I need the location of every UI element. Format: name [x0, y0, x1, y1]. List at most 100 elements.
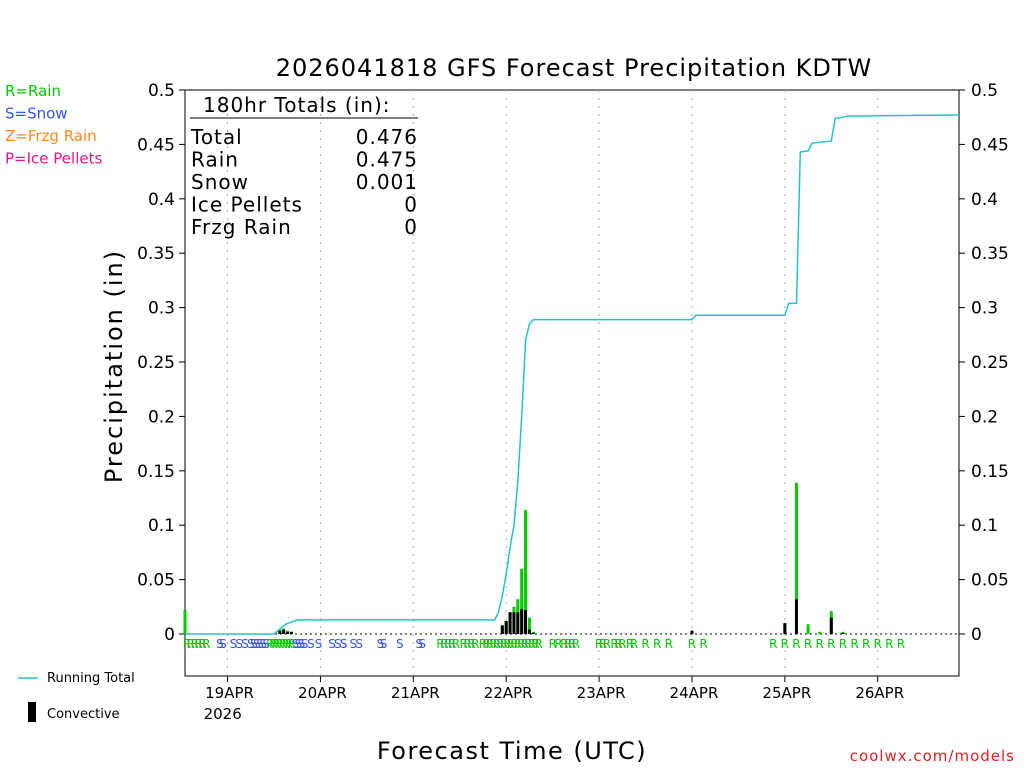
y-tick-label-left: 0 — [164, 625, 175, 645]
precip-type-marker: R — [699, 637, 707, 651]
y-tick-label-right: 0.5 — [971, 81, 998, 101]
precip-type-marker: R — [564, 637, 572, 651]
totals-row-name: Ice Pellets — [191, 193, 303, 217]
precip-type-marker: R — [548, 637, 556, 651]
precip-type-marker: R — [897, 637, 905, 651]
precip-type-marker: R — [614, 637, 622, 651]
precip-type-marker: R — [568, 637, 576, 651]
y-axis-left: 0 0.05 0.1 0.15 0.2 0.25 0.3 0.35 0.4 0.45 0.5 — [137, 81, 185, 645]
totals-row-name: Rain — [191, 148, 239, 172]
totals-row-value: 0.476 — [356, 125, 418, 149]
precip-type-marker: R — [285, 637, 293, 651]
precip-type-marker: R — [816, 637, 824, 651]
precip-type-marker: S — [315, 637, 323, 651]
precip-type-marker: S — [415, 637, 423, 651]
totals-row-value: 0.475 — [356, 148, 418, 172]
precip-type-marker: R — [781, 637, 789, 651]
precip-type-marker: R — [531, 637, 539, 651]
precip-type-marker: S — [230, 637, 238, 651]
plot-frame — [184, 89, 960, 677]
precip-type-marker: R — [653, 637, 661, 651]
x-axis: 19APR 2026 20APR 21APR 22APR 23APR 24APR 25APR 2… — [185, 633, 959, 723]
precip-type-marker: R — [804, 637, 812, 651]
precip-type-marker: R — [278, 637, 286, 651]
totals-row-value: 0 — [404, 215, 418, 239]
totals-row-name: Frzg Rain — [191, 215, 292, 239]
y-tick-label-right: 0 — [971, 625, 982, 645]
x-tick-sublabel: 2026 — [204, 705, 242, 723]
y-tick-label-right: 0.45 — [971, 135, 1009, 155]
convective-bar — [829, 617, 833, 634]
totals-header: 180hr Totals (in): — [203, 93, 391, 117]
convective-bar — [289, 631, 293, 634]
precip-type-marker: R — [493, 637, 501, 651]
precip-type-marker: S — [340, 637, 348, 651]
precip-type-marker: R — [266, 637, 274, 651]
precip-bar — [520, 568, 524, 634]
y-tick-label-left: 0.3 — [148, 299, 175, 319]
precip-type-marker: S — [216, 637, 224, 651]
convective-bar — [512, 612, 516, 634]
precip-type-marker: R — [444, 637, 452, 651]
precip-type-marker: S — [241, 637, 249, 651]
precip-type-marker: R — [510, 637, 518, 651]
precip-type-marker: S — [247, 637, 255, 651]
precip-type-marker: R — [463, 637, 471, 651]
precip-type-marker: R — [467, 637, 475, 651]
precip-type-marker: S — [328, 637, 336, 651]
precip-type-marker: R — [198, 637, 206, 651]
chart-title: 2026041818 GFS Forecast Precipitation KD… — [276, 54, 873, 82]
y-tick-label-right: 0.4 — [971, 190, 998, 210]
precip-type-marker: R — [440, 637, 448, 651]
precip-type-marker: R — [517, 637, 525, 651]
precip-type-legend-S: S=Snow — [5, 105, 68, 123]
precip-type-marker: R — [489, 637, 497, 651]
precip-type-legend-P: P=Ice Pellets — [5, 150, 102, 168]
precip-type-marker: R — [281, 637, 289, 651]
precip-type-marker: S — [334, 637, 342, 651]
running-total-legend-label: Running Total — [47, 671, 135, 686]
y-tick-label-left: 0.4 — [148, 190, 175, 210]
y-tick-label-left: 0.2 — [148, 407, 175, 427]
precip-type-marker: R — [269, 637, 277, 651]
precip-type-marker: R — [535, 637, 543, 651]
precip-type-marker: R — [618, 637, 626, 651]
precip-type-marker: R — [482, 637, 490, 651]
convective-bar — [286, 631, 290, 634]
precip-type-marker: R — [528, 637, 536, 651]
convective-legend-label: Convective — [47, 707, 120, 722]
precip-type-marker: R — [275, 637, 283, 651]
precip-type-marker: S — [355, 637, 363, 651]
precip-type-marker: R — [448, 637, 456, 651]
x-tick-label: 25APR — [762, 684, 811, 702]
precip-type-marker: S — [291, 637, 299, 651]
precip-type-marker: R — [603, 637, 611, 651]
precip-type-marker: R — [839, 637, 847, 651]
y-tick-label-left: 0.25 — [137, 353, 175, 373]
y-tick-label-right: 0.05 — [971, 571, 1009, 591]
y-tick-label-left: 0.15 — [137, 462, 175, 482]
precip-type-marker: R — [874, 637, 882, 651]
convective-bar — [504, 620, 508, 634]
precip-type-marker: S — [256, 637, 264, 651]
y-tick-label-left: 0.35 — [137, 244, 175, 264]
y-axis-label: Precipitation (in) — [100, 249, 128, 483]
x-tick-label: 23APR — [577, 684, 626, 702]
totals-row-value: 0 — [404, 193, 418, 217]
precip-bar — [183, 610, 187, 634]
y-tick-label-left: 0.1 — [148, 516, 175, 536]
precip-type-marker: S — [418, 637, 426, 651]
precip-type-marker: S — [298, 637, 306, 651]
y-tick-label-right: 0.15 — [971, 462, 1009, 482]
y-tick-label-right: 0.2 — [971, 407, 998, 427]
precip-type-marker: S — [301, 637, 309, 651]
y-tick-label-left: 0.05 — [137, 571, 175, 591]
convective-bar — [516, 612, 520, 634]
precip-bars — [183, 482, 845, 634]
precip-type-marker: R — [665, 637, 673, 651]
precip-type-marker: R — [572, 637, 580, 651]
x-tick-label: 20APR — [298, 684, 347, 702]
totals-row-name: Snow — [191, 170, 249, 194]
totals-row-name: Total — [190, 125, 243, 149]
credit-text: coolwx.com/models — [850, 747, 1015, 765]
